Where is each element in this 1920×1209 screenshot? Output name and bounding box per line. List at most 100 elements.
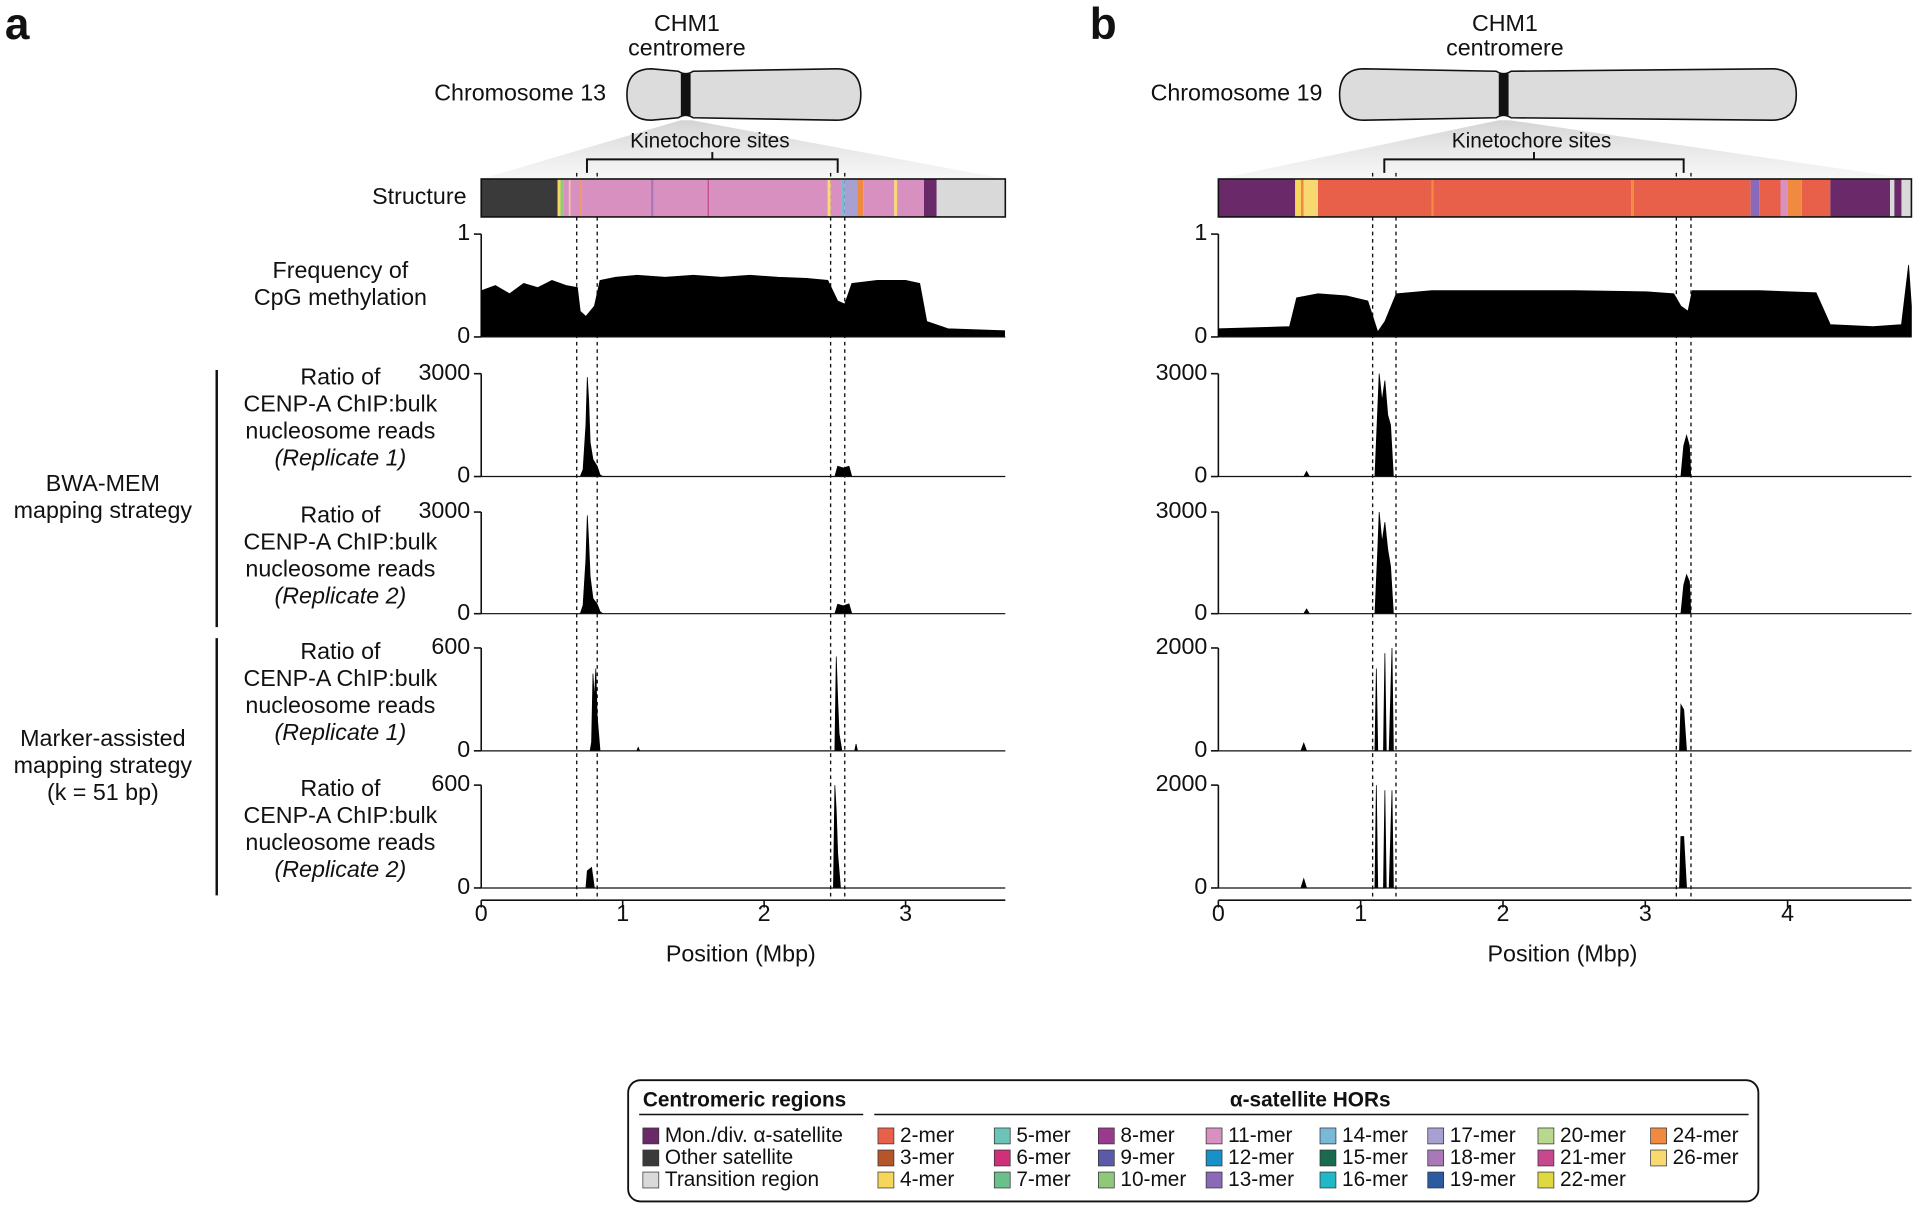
x-tick-label: 1 (616, 900, 629, 926)
y-axis-label: CpG methylation (254, 284, 427, 310)
legend-label: Mon./div. α-satellite (665, 1124, 843, 1147)
structure-segment (580, 178, 582, 217)
legend-swatch (1427, 1149, 1445, 1167)
structure-segment (481, 178, 558, 217)
y-tick-label: 0 (1194, 322, 1207, 348)
legend-swatch (993, 1149, 1011, 1167)
y-tick-label: 1 (1194, 219, 1207, 245)
structure-segment (1303, 178, 1318, 217)
x-tick-label: 0 (475, 900, 488, 926)
legend-label: Transition region (665, 1168, 819, 1191)
legend-swatch (642, 1171, 660, 1189)
x-tick-label: 2 (1497, 900, 1510, 926)
group-label: Marker-assisted (20, 725, 185, 751)
structure-segment (1631, 178, 1634, 217)
y-axis-label: CENP-A ChIP:bulk (243, 665, 437, 691)
structure-segment (857, 178, 864, 217)
y-tick-label: 2000 (1156, 770, 1208, 796)
legend-swatch (1205, 1127, 1223, 1145)
x-axis-label: Position (Mbp) (1488, 940, 1638, 966)
structure-segment (936, 178, 1006, 217)
y-tick-label: 600 (431, 770, 470, 796)
y-tick-label: 3000 (1156, 497, 1208, 523)
y-axis-label: CENP-A ChIP:bulk (243, 528, 437, 554)
centromere (680, 73, 691, 116)
legend-label: 10-mer (1120, 1168, 1186, 1191)
legend-swatch (1205, 1171, 1223, 1189)
legend-label: 17-mer (1450, 1124, 1516, 1147)
legend-label: 16-mer (1342, 1168, 1408, 1191)
structure-segment (1901, 178, 1912, 217)
chromosome-label: Chromosome 19 (1151, 80, 1323, 106)
legend-swatch (1427, 1127, 1445, 1145)
structure-segment (1633, 178, 1751, 217)
y-axis-label: (Replicate 2) (275, 582, 407, 608)
structure-segment (1433, 178, 1632, 217)
structure-segment (1295, 178, 1301, 217)
legend-label: 18-mer (1450, 1146, 1516, 1169)
structure-segment (841, 178, 845, 217)
structure-segment (1894, 178, 1902, 217)
legend-swatch (877, 1127, 895, 1145)
legend-box (627, 1079, 1760, 1203)
y-axis-label: Frequency of (273, 257, 409, 283)
y-tick-label: 3000 (418, 359, 470, 385)
structure-segment (844, 178, 858, 217)
structure-segment (708, 178, 828, 217)
x-tick-label: 1 (1354, 900, 1367, 926)
legend-label: 15-mer (1342, 1146, 1408, 1169)
legend-label: 22-mer (1560, 1168, 1626, 1191)
x-tick-label: 4 (1781, 900, 1794, 926)
y-tick-label: 0 (457, 736, 470, 762)
structure-segment (897, 178, 924, 217)
legend-swatch (1319, 1171, 1337, 1189)
legend-swatch (642, 1127, 660, 1145)
assembly-label: CHM1 (654, 10, 720, 36)
chromosome (1338, 67, 1798, 122)
legend-swatch (642, 1149, 660, 1167)
legend-swatch (1537, 1149, 1555, 1167)
legend-swatch (1537, 1171, 1555, 1189)
y-tick-label: 0 (1194, 599, 1207, 625)
structure-segment (707, 178, 709, 217)
structure-segment (1830, 178, 1891, 217)
legend-label: 3-mer (900, 1146, 954, 1169)
zoom-region (1218, 120, 1912, 179)
signal-area (480, 274, 1005, 338)
structure-segment (568, 178, 571, 217)
structure-segment (830, 178, 842, 217)
legend-swatch (1098, 1127, 1115, 1145)
legend-swatch (993, 1127, 1011, 1145)
y-axis-label: CENP-A ChIP:bulk (243, 802, 437, 828)
legend-label: 7-mer (1016, 1168, 1070, 1191)
structure-segment (570, 178, 581, 217)
structure-segment (560, 178, 564, 217)
legend-swatch (1319, 1149, 1337, 1167)
y-tick-label: 1 (457, 219, 470, 245)
y-axis-label: (Replicate 1) (275, 445, 407, 471)
y-axis-label: Ratio of (300, 364, 381, 390)
y-tick-label: 3000 (418, 497, 470, 523)
y-tick-label: 600 (431, 633, 470, 659)
y-tick-label: 0 (457, 599, 470, 625)
x-tick-label: 3 (899, 900, 912, 926)
legend-swatch (1098, 1149, 1115, 1167)
group-label: mapping strategy (14, 752, 193, 778)
legend-label: 19-mer (1450, 1168, 1516, 1191)
y-tick-label: 0 (1194, 736, 1207, 762)
x-tick-label: 2 (758, 900, 771, 926)
group-label: BWA-MEM (46, 470, 160, 496)
structure-segment (894, 178, 898, 217)
structure-label: Structure (372, 183, 466, 209)
x-tick-label: 3 (1639, 900, 1652, 926)
legend-swatch (1650, 1127, 1667, 1145)
legend-label: 13-mer (1228, 1168, 1294, 1191)
y-tick-label: 0 (457, 462, 470, 488)
structure-segment (650, 178, 654, 217)
group-label: (k = 51 bp) (47, 779, 159, 805)
structure-segment (1759, 178, 1781, 217)
legend-swatch (877, 1171, 895, 1189)
y-axis-label: (Replicate 1) (275, 719, 407, 745)
legend-label: 20-mer (1560, 1124, 1626, 1147)
